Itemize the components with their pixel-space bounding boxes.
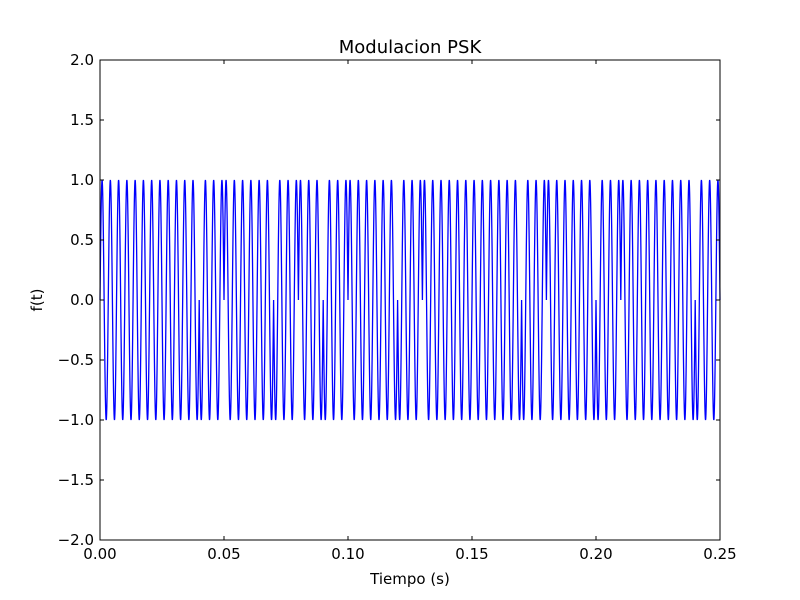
x-tick-label: 0.10 [331,545,364,563]
x-tick-label: 0.25 [703,545,736,563]
y-axis-ticks: −2.0 −1.5 −1.0 −0.5 0.0 0.5 1.0 1.5 2.0 [58,51,720,549]
x-tick-label: 0.20 [579,545,612,563]
x-axis-ticks: 0.00 0.05 0.10 0.15 0.20 0.25 [83,60,737,563]
y-axis-label: f(t) [28,289,46,312]
chart-title: Modulacion PSK [339,37,483,58]
x-tick-label: 0.15 [455,545,488,563]
y-tick-label: −1.5 [58,471,94,489]
y-tick-label: −0.5 [58,351,94,369]
y-tick-label: 0.0 [70,291,94,309]
x-axis-label: Tiempo (s) [369,570,450,588]
series-layer [99,179,721,421]
x-tick-label: 0.05 [207,545,240,563]
y-tick-label: 1.0 [70,171,94,189]
y-tick-label: 1.5 [70,111,94,129]
series-line-0 [99,179,721,421]
x-tick-label: 0.00 [83,545,116,563]
y-tick-label: −1.0 [58,411,94,429]
y-tick-label: 0.5 [70,231,94,249]
y-tick-label: 2.0 [70,51,94,69]
y-tick-label: −2.0 [58,531,94,549]
